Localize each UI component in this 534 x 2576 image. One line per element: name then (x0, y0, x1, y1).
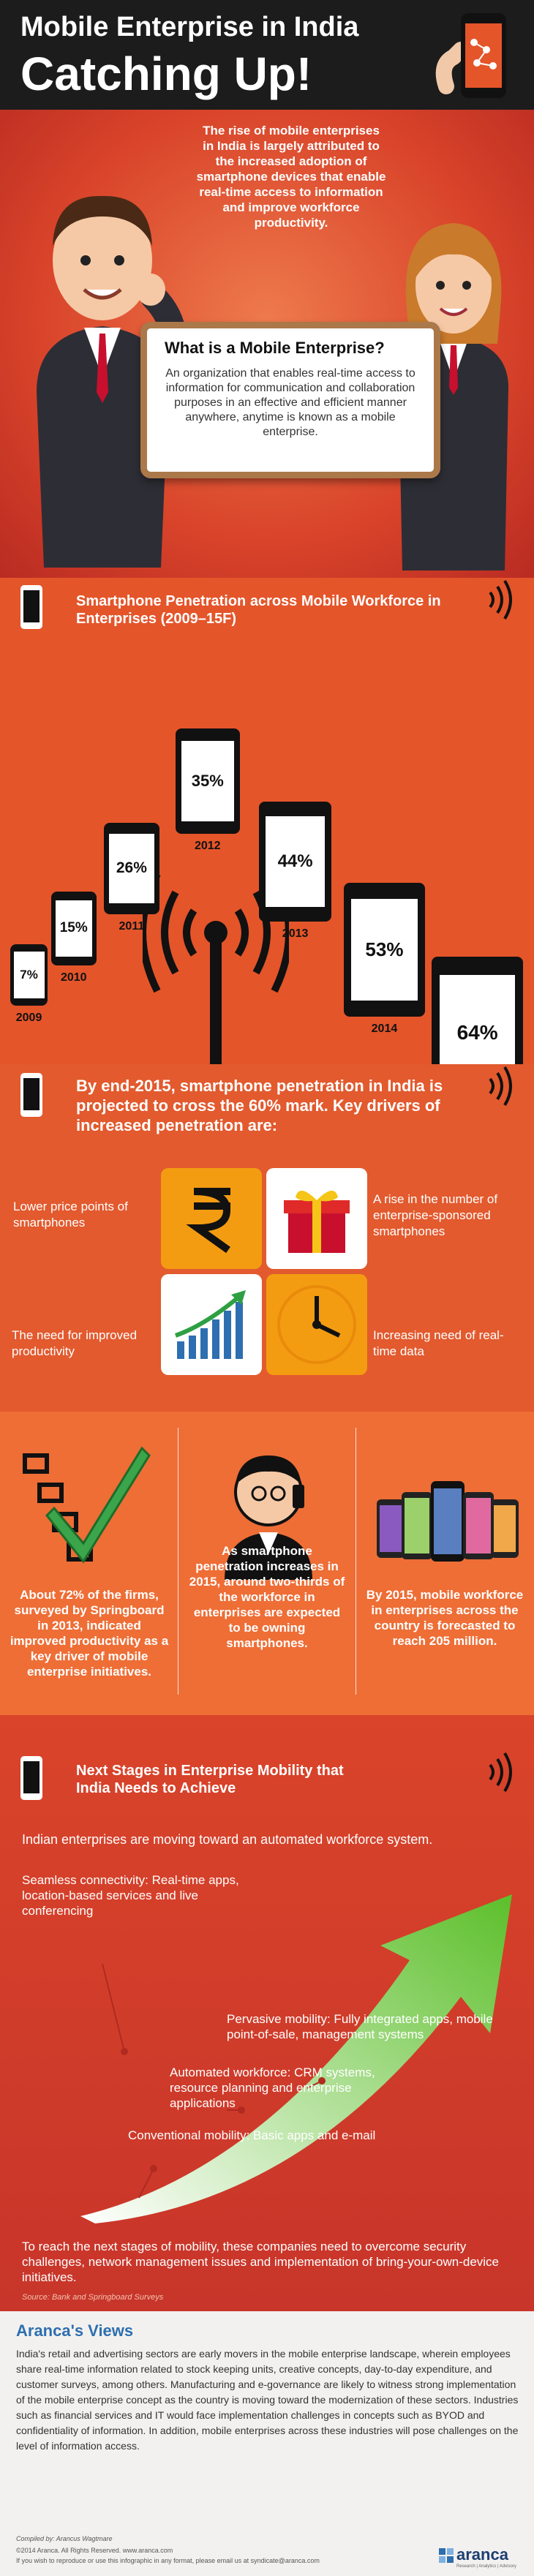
penetration-value: 44% (265, 816, 326, 908)
businessman-illustration (37, 195, 187, 568)
clock-icon (277, 1285, 356, 1364)
header-banner: Mobile Enterprise in India Catching Up! (0, 0, 534, 110)
penetration-value: 15% (55, 900, 92, 957)
sound-waves-icon (489, 1752, 512, 1793)
penetration-phone-2014: 53% (344, 883, 425, 1017)
phones-group-icon (377, 1481, 519, 1562)
penetration-phone-2010: 15% (51, 891, 97, 965)
header-title-line1: Mobile Enterprise in India (20, 12, 359, 42)
stage-automated-label: Automated workforce: CRM systems, resour… (170, 2065, 375, 2110)
aranca-logo-mark-icon (439, 2548, 454, 2563)
driver-productivity-label: The need for improved productivity (12, 1328, 138, 1358)
header-title-line2: Catching Up! (20, 48, 312, 100)
penetration-value: 35% (181, 740, 234, 821)
penetration-year-label: 2013 (282, 927, 309, 940)
aranca-logo-text: aranca (456, 2545, 508, 2564)
penetration-year-label: 2014 (371, 1023, 398, 1035)
gift-tile (266, 1168, 367, 1269)
gift-icon (284, 1190, 350, 1253)
driver-price-label: Lower price points of smartphones (13, 1200, 128, 1229)
businessman-phone-icon (225, 1455, 312, 1580)
intro-text: The rise of mobile enterprises in India … (196, 124, 386, 230)
definition-board: What is a Mobile Enterprise? An organiza… (140, 322, 440, 478)
penetration-value: 53% (350, 898, 418, 1001)
penetration-phone-2009: 7% (10, 944, 48, 1006)
checklist-icon (23, 1446, 151, 1564)
views-section: Aranca's Views India's retail and advert… (0, 2311, 534, 2576)
sound-waves-icon (489, 1066, 512, 1107)
penetration-value: 7% (13, 951, 45, 998)
stages-section: Next Stages in Enterprise Mobility that … (0, 1715, 534, 2311)
penetration-title: Smartphone Penetration across Mobile Wor… (76, 593, 441, 627)
rupee-tile (161, 1168, 262, 1269)
stage-conventional-label: Conventional mobility: Basic apps and e-… (128, 2128, 376, 2142)
section-phone-icon (20, 1073, 42, 1117)
stat-forecast-text: By 2015, mobile workforce in enterprises… (366, 1588, 524, 1648)
penetration-phone-2011: 26% (104, 822, 159, 914)
views-copyright: ©2014 Aranca. All Rights Reserved. www.a… (16, 2547, 173, 2554)
penetration-section: Smartphone Penetration across Mobile Wor… (0, 578, 534, 1126)
drivers-title: By end-2015, smartphone penetration in I… (76, 1077, 443, 1134)
header-phone-icon (435, 13, 506, 98)
stage-seamless-label: Seamless connectivity: Real-time apps, l… (22, 1873, 239, 1918)
productivity-tile (161, 1274, 262, 1375)
stages-closing-text: To reach the next stages of mobility, th… (22, 2240, 500, 2284)
growth-arrow-icon (80, 1894, 512, 2223)
penetration-phone-2012: 35% (176, 728, 240, 834)
stages-source: Source: Bank and Springboard Surveys (22, 2293, 164, 2302)
antenna-icon (143, 872, 289, 1064)
penetration-year-label: 2010 (60, 971, 87, 984)
stage-pervasive-label: Pervasive mobility: Fully integrated app… (227, 2012, 493, 2041)
drivers-section: By end-2015, smartphone penetration in I… (0, 1064, 534, 1412)
views-reproduce: If you wish to reproduce or use this inf… (16, 2557, 320, 2564)
penetration-year-label: 2009 (15, 1012, 42, 1024)
sound-waves-icon (489, 579, 512, 620)
penetration-year-label: 2011 (119, 920, 145, 933)
views-body: India's retail and advertising sectors a… (16, 2348, 519, 2452)
intro-section: The rise of mobile enterprises in India … (0, 110, 534, 578)
penetration-year-label: 2012 (194, 840, 221, 852)
stat-firms-text: About 72% of the firms, surveyed by Spri… (10, 1588, 169, 1679)
views-compiled: Compiled by: Arancus Wagtmare (16, 2535, 113, 2542)
stages-subtitle: Indian enterprises are moving toward an … (22, 1832, 433, 1847)
board-text: An organization that enables real-time a… (165, 367, 415, 438)
stage-markers (102, 1963, 326, 2199)
penetration-phone-2013: 44% (259, 802, 332, 922)
section-phone-icon (20, 1756, 42, 1800)
driver-realtime-label: Increasing need of real-time data (373, 1328, 504, 1358)
section-phone-icon (20, 585, 42, 629)
driver-sponsored-label: A rise in the number of enterprise-spons… (373, 1192, 498, 1238)
penetration-value: 26% (108, 833, 154, 903)
stages-title: Next Stages in Enterprise Mobility that … (76, 1763, 344, 1796)
views-title: Aranca's Views (16, 2321, 134, 2340)
stats-section: About 72% of the firms, surveyed by Spri… (0, 1412, 534, 1715)
aranca-logo-tagline: Research | Analytics | Advisory (456, 2564, 516, 2569)
growth-chart-icon (175, 1290, 246, 1359)
rupee-icon (186, 1188, 231, 1254)
stat-workforce-text: As smartphone penetration increases in 2… (189, 1544, 345, 1650)
board-title: What is a Mobile Enterprise? (165, 339, 385, 357)
clock-tile (266, 1274, 367, 1375)
